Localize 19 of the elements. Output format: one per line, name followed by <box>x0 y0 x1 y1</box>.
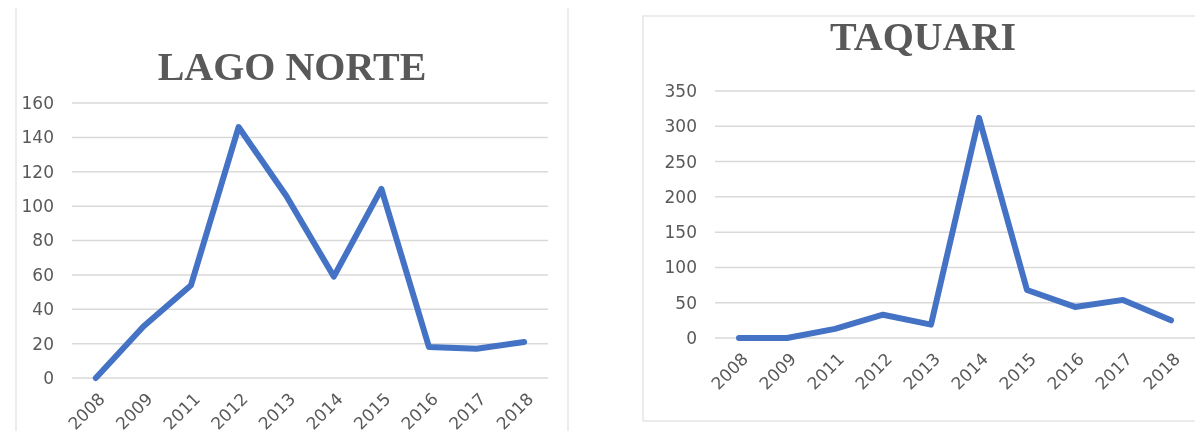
y-tick-label: 300 <box>664 116 697 137</box>
y-tick-label: 60 <box>32 264 54 285</box>
y-tick-label: 250 <box>664 151 697 172</box>
y-tick-label: 50 <box>675 292 697 313</box>
y-tick-label: 0 <box>686 327 697 348</box>
y-tick-label: 150 <box>664 222 697 243</box>
y-tick-label: 100 <box>664 257 697 278</box>
y-tick-label: 200 <box>664 186 697 207</box>
y-tick-label: 140 <box>21 127 54 148</box>
y-tick-label: 40 <box>32 299 54 320</box>
chart-title: LAGO NORTE <box>157 44 427 89</box>
y-tick-label: 100 <box>21 196 54 217</box>
y-tick-label: 0 <box>43 367 54 388</box>
y-tick-label: 350 <box>664 80 697 101</box>
y-tick-label: 80 <box>32 230 54 251</box>
chart-title: TAQUARI <box>830 14 1016 59</box>
y-tick-label: 20 <box>32 333 54 354</box>
y-tick-label: 120 <box>21 161 54 182</box>
y-tick-label: 160 <box>21 92 54 113</box>
